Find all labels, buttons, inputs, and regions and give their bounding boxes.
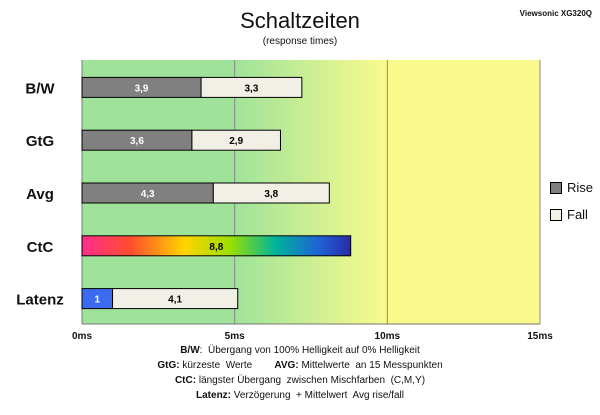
legend-label-fall: Fall	[567, 207, 588, 222]
category-label: B/W	[25, 80, 55, 97]
legend-label-rise: Rise	[567, 180, 594, 195]
data-label: 2,9	[229, 136, 243, 147]
category-label: Avg	[26, 186, 54, 203]
note-line: Latenz: Verzögerung + Mittelwert Avg ris…	[0, 388, 600, 403]
bar-fall	[200, 76, 303, 98]
legend-swatch-fall	[550, 208, 562, 221]
bar-fall	[212, 182, 330, 204]
note-text: : Übergang von 100% Helligkeit auf 0% He…	[199, 345, 420, 356]
note-text: Verzögerung + Mittelwert Avg rise/fall	[231, 390, 404, 401]
note-text: längster Übergang zwischen Mischfarben (…	[196, 375, 426, 386]
note-keyword: GtG:	[157, 360, 180, 371]
x-tick-label: 0ms	[72, 331, 92, 342]
legend-swatch-rise	[550, 181, 562, 194]
note-line: CtC: längster Übergang zwischen Mischfar…	[0, 373, 600, 388]
bar-fall	[191, 129, 281, 151]
data-label: 3,9	[135, 83, 149, 94]
legend-item-fall: Fall	[550, 207, 593, 222]
note-keyword: Latenz:	[196, 390, 232, 401]
note-keyword: B/W	[180, 345, 200, 356]
legend-item-rise: Rise	[550, 180, 593, 195]
x-tick-label: 5ms	[225, 331, 245, 342]
bar-rise	[81, 235, 352, 257]
note-text: Mittelwerte an 15 Messpunkten	[298, 360, 443, 371]
data-label: 3,3	[245, 83, 259, 94]
note-text: kürzeste Werte	[179, 360, 275, 371]
x-tick-label: 10ms	[375, 331, 401, 342]
note-keyword: CtC:	[174, 375, 197, 386]
monitor-model: Viewsonic XG320Q	[519, 9, 592, 18]
bar-fall	[112, 288, 239, 310]
data-label: 3,6	[130, 136, 144, 147]
note-line: GtG: kürzeste Werte AVG: Mittelwerte an …	[0, 358, 600, 373]
data-label: 8,8	[209, 242, 223, 253]
zone-background-10-15	[387, 60, 540, 324]
notes: B/W: Übergang von 100% Helligkeit auf 0%…	[0, 343, 600, 403]
data-label: 4,1	[168, 295, 182, 306]
legend: Rise Fall	[550, 180, 593, 234]
data-label: 1	[94, 295, 100, 306]
x-tick-label: 15ms	[527, 331, 553, 342]
category-label: CtC	[27, 239, 54, 256]
note-keyword: AVG:	[274, 360, 299, 371]
category-label: Latenz	[16, 292, 64, 309]
data-label: 3,8	[264, 189, 278, 200]
chart-title: Schaltzeiten	[240, 8, 360, 33]
category-label: GtG	[26, 133, 54, 150]
note-line: B/W: Übergang von 100% Helligkeit auf 0%…	[0, 343, 600, 358]
chart-subtitle: (response times)	[262, 36, 338, 47]
data-label: 4,3	[141, 189, 155, 200]
